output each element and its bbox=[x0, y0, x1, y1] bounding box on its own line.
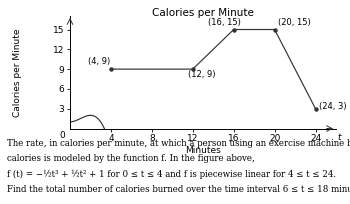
X-axis label: Minutes: Minutes bbox=[185, 146, 221, 155]
Text: The rate, in calories per minute, at which a person using an exercise machine bu: The rate, in calories per minute, at whi… bbox=[7, 139, 350, 148]
Text: (16, 15): (16, 15) bbox=[208, 18, 241, 27]
Text: Find the total number of calories burned over the time interval 6 ≤ t ≤ 18 minut: Find the total number of calories burned… bbox=[7, 185, 350, 194]
Text: calories is modeled by the function f. In the figure above,: calories is modeled by the function f. I… bbox=[7, 154, 255, 163]
Text: Calories per Minute: Calories per Minute bbox=[152, 8, 254, 18]
Y-axis label: Calories per Minute: Calories per Minute bbox=[13, 28, 22, 117]
Text: $t$: $t$ bbox=[337, 131, 343, 142]
Text: (12, 9): (12, 9) bbox=[188, 70, 215, 79]
Text: (24, 3): (24, 3) bbox=[318, 102, 346, 111]
Text: f (t) = −½t³ + ½t² + 1 for 0 ≤ t ≤ 4 and f is piecewise linear for 4 ≤ t ≤ 24.: f (t) = −½t³ + ½t² + 1 for 0 ≤ t ≤ 4 and… bbox=[7, 169, 336, 179]
Text: (4, 9): (4, 9) bbox=[89, 57, 111, 66]
Text: 0: 0 bbox=[59, 131, 65, 140]
Text: (20, 15): (20, 15) bbox=[278, 18, 310, 27]
